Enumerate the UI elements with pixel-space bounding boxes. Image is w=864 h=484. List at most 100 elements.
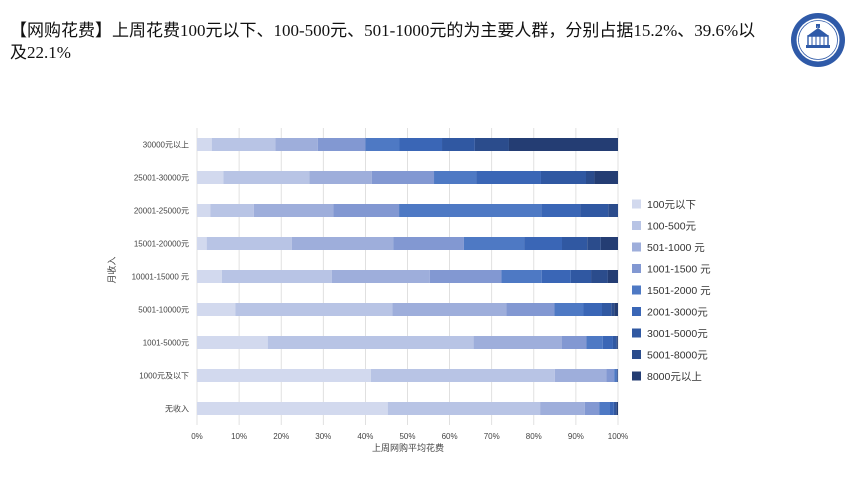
y-tick-label: 30000元以上 <box>143 141 189 150</box>
y-tick-label: 15001-20000元 <box>134 240 189 249</box>
bar-segment <box>614 369 617 382</box>
y-tick-label: 无收入 <box>165 404 189 414</box>
bar-segment <box>197 303 236 316</box>
bar-segment <box>602 336 613 349</box>
y-tick-label: 20001-25000元 <box>134 207 189 216</box>
bar-segment <box>599 402 611 415</box>
legend-swatch <box>632 350 641 359</box>
bar-segment <box>600 237 618 250</box>
bar-segment <box>473 336 563 349</box>
bar-segment <box>333 204 400 217</box>
bar-segment <box>586 171 595 184</box>
university-seal-logo <box>791 13 845 67</box>
bar-segment <box>463 237 525 250</box>
bar-segment <box>267 336 474 349</box>
bar-segment <box>615 402 617 415</box>
bar-segment <box>317 138 366 151</box>
bar-segment <box>309 171 372 184</box>
legend-swatch <box>632 285 641 295</box>
bar-segment <box>221 270 332 283</box>
bar-segment <box>541 270 571 283</box>
y-axis-title: 月收入 <box>106 256 117 283</box>
bar-segment <box>614 303 618 316</box>
legend-label: 501-1000 元 <box>647 242 705 254</box>
bar-segment <box>608 204 618 217</box>
bar-segment <box>442 138 475 151</box>
bar-segment <box>594 171 618 184</box>
bar-segment <box>434 171 477 184</box>
bar-segment <box>524 237 563 250</box>
bar-segment <box>506 303 555 316</box>
bar-segment <box>197 204 211 217</box>
bar-segment <box>501 270 542 283</box>
bar-segment <box>586 336 603 349</box>
legend-swatch <box>632 264 641 273</box>
bar-segment <box>616 369 618 382</box>
x-tick-label: 60% <box>442 432 458 441</box>
y-tick-label: 25001-30000元 <box>134 174 189 183</box>
bar-segment <box>197 237 207 250</box>
bar-segment <box>393 237 464 250</box>
bar-segment <box>562 237 588 250</box>
bar-segment <box>253 204 334 217</box>
bar-segment <box>392 303 507 316</box>
bar-segment <box>371 171 435 184</box>
bar-segment <box>474 138 509 151</box>
bar-segment <box>206 237 292 250</box>
bar-segment <box>331 270 430 283</box>
bar-segment <box>197 369 371 382</box>
x-tick-label: 30% <box>315 432 331 441</box>
bar-segment <box>387 402 541 415</box>
bar-segment <box>429 270 502 283</box>
bar-segment <box>583 303 603 316</box>
bar-segment <box>197 402 388 415</box>
legend-swatch <box>632 328 641 338</box>
x-tick-label: 0% <box>191 432 203 441</box>
bar-segment <box>611 303 615 316</box>
bar-segment <box>235 303 393 316</box>
bar-segment <box>606 369 615 382</box>
bar-segment <box>399 138 443 151</box>
bar-segment <box>540 402 585 415</box>
legend-label: 1001-1500 元 <box>647 264 711 276</box>
legend-label: 100-500元 <box>647 221 697 233</box>
bar-segment <box>591 270 608 283</box>
x-tick-label: 50% <box>399 432 415 441</box>
bar-segment <box>570 270 592 283</box>
bar-segment <box>616 336 618 349</box>
bar-segment <box>541 204 581 217</box>
bar-segment <box>370 369 555 382</box>
bar-segment <box>508 138 618 151</box>
x-tick-label: 20% <box>273 432 289 441</box>
bar-segment <box>291 237 394 250</box>
x-tick-label: 90% <box>568 432 584 441</box>
bar-segment <box>197 336 268 349</box>
x-tick-label: 100% <box>608 432 628 441</box>
bar-segment <box>197 138 212 151</box>
bar-segment <box>275 138 318 151</box>
bar-segment <box>197 270 222 283</box>
bar-segment <box>610 402 614 415</box>
legend-label: 2001-3000元 <box>647 307 708 319</box>
x-tick-label: 70% <box>484 432 500 441</box>
legend-label: 3001-5000元 <box>647 328 708 340</box>
y-tick-label: 1000元及以下 <box>139 372 189 381</box>
bar-segment <box>584 402 600 415</box>
x-axis-title: 上周网购平均花费 <box>372 442 444 453</box>
page-title: 【网购花费】上周花费100元以下、100-500元、501-1000元的为主要人… <box>10 21 756 62</box>
legend-label: 1501-2000 元 <box>647 285 711 297</box>
y-tick-label: 10001-15000 元 <box>132 273 189 282</box>
bar-segment <box>211 138 276 151</box>
bar-segment <box>223 171 310 184</box>
bar-segment <box>210 204 254 217</box>
bar-segment <box>616 402 618 415</box>
bar-segment <box>476 171 541 184</box>
legend-swatch <box>632 199 641 209</box>
legend-swatch <box>632 221 641 230</box>
bar-segment <box>607 270 618 283</box>
bar-segment <box>587 237 601 250</box>
legend-label: 100元以下 <box>647 199 696 211</box>
x-tick-label: 40% <box>357 432 373 441</box>
bar-segment <box>580 204 609 217</box>
